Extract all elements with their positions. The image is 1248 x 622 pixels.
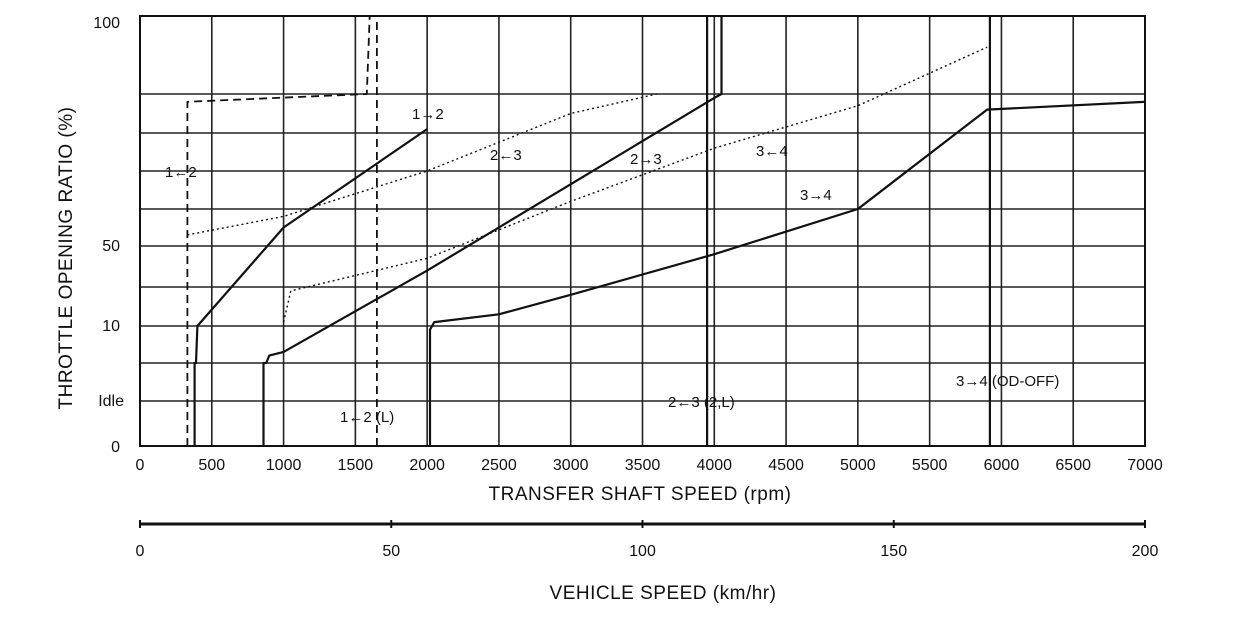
x-tick-label: 1500 (338, 457, 374, 474)
curve-label-3-4-up: 3→4 (800, 187, 832, 204)
x-tick-label: 0 (136, 457, 145, 474)
y-tick-labels: 0 Idle 10 50 100 (93, 15, 124, 456)
curve-labels: 1→2 1←2 2←3 2→3 3←4 3→4 1←2 (L) 2←3 (2,L… (165, 106, 1059, 426)
y-tick-label: 10 (102, 318, 120, 335)
series-line (187, 93, 658, 236)
vehicle-speed-tick-label: 100 (629, 543, 656, 560)
y-tick-label: 0 (111, 439, 120, 456)
vehicle-speed-tick-label: 50 (382, 543, 400, 560)
vehicle-speed-tick-labels: 0 50 100 150 200 (136, 543, 1159, 560)
series-line (262, 16, 723, 446)
vehicle-speed-tick-label: 200 (1132, 543, 1159, 560)
x-axis-title: TRANSFER SHAFT SPEED (rpm) (489, 484, 792, 505)
series-line (428, 100, 1146, 446)
curve-label-1-2-L: 1←2 (L) (340, 409, 394, 426)
y-tick-label: 50 (102, 238, 120, 255)
curve-label-2-3-up: 2→3 (630, 151, 662, 168)
x-tick-label: 3500 (625, 457, 661, 474)
grid (139, 15, 1146, 447)
vehicle-speed-tick-label: 0 (136, 543, 145, 560)
series-line (193, 128, 428, 446)
y-tick-label: 100 (93, 15, 120, 32)
x-tick-label: 4000 (696, 457, 732, 474)
x-tick-label: 2000 (409, 457, 445, 474)
series-line (186, 15, 428, 446)
vehicle-speed-axis-title: VEHICLE SPEED (km/hr) (550, 583, 777, 604)
curve-label-1-2-down: 1←2 (165, 164, 197, 181)
curve-label-3-4-down: 3←4 (756, 143, 788, 160)
x-tick-label: 6000 (984, 457, 1020, 474)
vehicle-speed-axis (139, 520, 1146, 528)
curve-label-3-4-od-off: 3→4 (OD-OFF) (956, 373, 1059, 390)
x-tick-label: 5500 (912, 457, 948, 474)
x-tick-label: 7000 (1127, 457, 1163, 474)
curve-label-2-3-2L: 2←3 (2,L) (668, 394, 735, 411)
vehicle-speed-tick-label: 150 (880, 543, 907, 560)
x-tick-label: 3000 (553, 457, 589, 474)
plot-frame (139, 15, 1146, 447)
curve-label-1-2-up: 1→2 (412, 106, 444, 123)
x-tick-label: 4500 (768, 457, 804, 474)
x-tick-label: 5000 (840, 457, 876, 474)
series-group (186, 15, 1146, 446)
y-axis-title: THROTTLE OPENING RATIO (%) (56, 107, 77, 410)
x-tick-label: 1000 (266, 457, 302, 474)
curve-label-2-3-down: 2←3 (490, 147, 522, 164)
x-tick-labels: 0 500 1000 1500 2000 2500 3000 3500 4000 4500 5000… (136, 457, 1163, 474)
x-tick-label: 6500 (1055, 457, 1091, 474)
series-line (282, 46, 988, 323)
x-tick-label: 500 (198, 457, 225, 474)
x-tick-label: 2500 (481, 457, 517, 474)
y-tick-label: Idle (98, 393, 124, 410)
